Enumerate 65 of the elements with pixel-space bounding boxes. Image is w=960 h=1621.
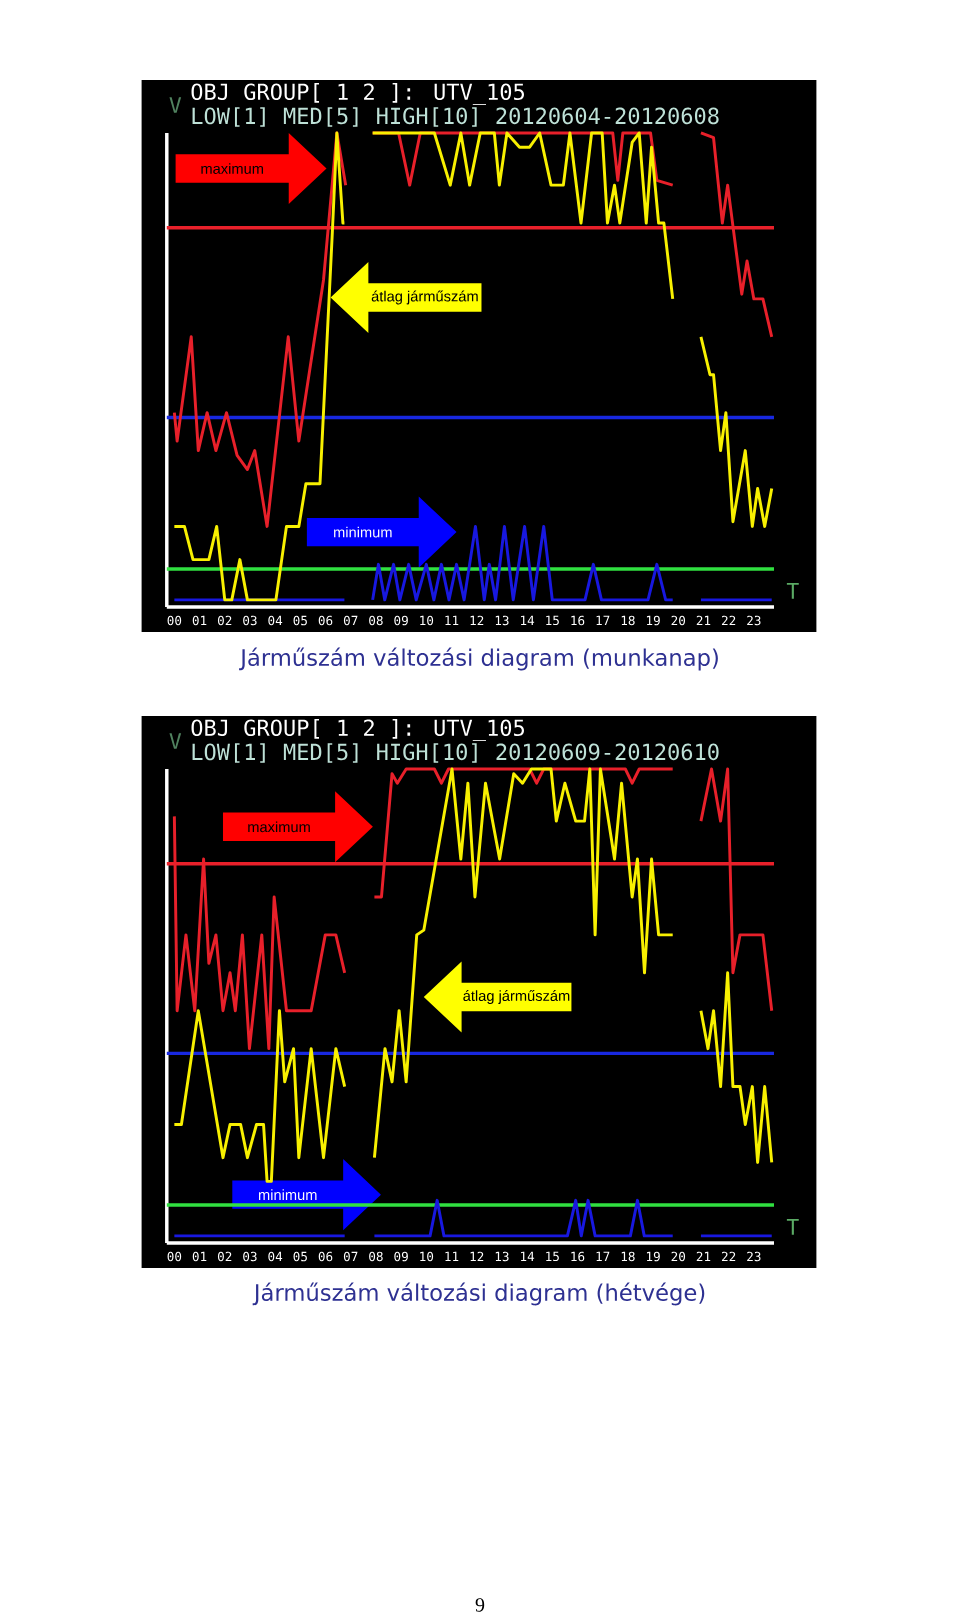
y-axis-title: V: [169, 97, 182, 113]
x-tick-label: 18: [621, 615, 635, 626]
chart-title: OBJ GROUP[ 1 2 ]: UTV_105: [191, 719, 524, 741]
x-tick-label: 02: [217, 615, 232, 626]
x-tick-label: 04: [268, 615, 283, 626]
x-tick-label: 02: [217, 1251, 232, 1262]
x-tick-label: 22: [721, 1251, 736, 1262]
x-tick-label: 21: [696, 615, 711, 626]
x-tick-label: 10: [420, 615, 434, 626]
annotation: átlag járműszám: [371, 290, 478, 305]
text: Járműszám változási diagram (munkanap): [239, 647, 718, 671]
annotation: átlag járműszám: [463, 990, 570, 1004]
x-tick-label: 16: [571, 1251, 585, 1262]
x-tick-label: 01: [192, 1251, 207, 1262]
chart-subtitle: LOW[1] MED[5] HIGH[10] 20120604-20120608: [192, 107, 719, 127]
x-tick-label: 12: [470, 1251, 484, 1262]
x-tick-label: 20: [671, 615, 686, 626]
x-tick-label: 06: [318, 1251, 333, 1262]
x-tick-label: 03: [243, 1251, 257, 1262]
x-tick-label: 21: [696, 1251, 711, 1262]
y-axis-title: V: [169, 733, 182, 749]
x-tick-label: 19: [646, 615, 660, 626]
text: Járműszám változási diagram (hétvége): [252, 1282, 705, 1306]
x-tick-label: 09: [394, 615, 408, 626]
x-tick-label: 04: [268, 1251, 283, 1262]
x-tick-label: 23: [747, 1251, 761, 1262]
x-tick-label: 14: [520, 1251, 535, 1261]
x-tick-label: 00: [167, 1251, 182, 1262]
chart-subtitle: LOW[1] MED[5] HIGH[10] 20120609-20120610: [192, 743, 719, 763]
x-tick-label: 16: [571, 615, 585, 626]
annotation: maximum: [248, 821, 310, 833]
annotation: minimum: [258, 1189, 317, 1201]
x-tick-label: 11: [445, 615, 459, 625]
x-tick-label: 23: [747, 615, 761, 626]
x-tick-label: 18: [621, 1251, 635, 1262]
text: 9: [475, 1598, 485, 1612]
x-tick-label: 20: [671, 1251, 686, 1262]
x-tick-label: 08: [369, 1251, 383, 1262]
x-tick-label: 01: [192, 615, 207, 626]
x-tick-label: 22: [721, 615, 736, 626]
x-tick-label: 03: [243, 615, 257, 626]
x-tick-label: 09: [394, 1251, 408, 1262]
x-tick-label: 13: [495, 1251, 509, 1262]
x-tick-label: 13: [495, 615, 509, 626]
annotation: minimum: [334, 526, 392, 538]
x-axis-title: T: [786, 583, 799, 599]
x-tick-label: 11: [445, 1251, 459, 1261]
x-tick-label: 19: [646, 1251, 660, 1262]
x-tick-label: 05: [293, 1251, 307, 1262]
x-tick-label: 17: [596, 615, 610, 625]
x-tick-label: 12: [470, 615, 484, 626]
x-axis-title: T: [786, 1219, 799, 1235]
x-tick-label: 07: [343, 615, 358, 626]
x-tick-label: 17: [596, 1251, 610, 1261]
x-tick-label: 07: [343, 1251, 358, 1262]
x-tick-label: 08: [369, 615, 383, 626]
x-tick-label: 15: [546, 615, 559, 626]
x-tick-label: 00: [167, 615, 182, 626]
x-tick-label: 05: [293, 615, 307, 626]
x-tick-label: 14: [520, 615, 535, 625]
annotation: maximum: [201, 163, 263, 174]
x-tick-label: 10: [420, 1251, 434, 1262]
x-tick-label: 15: [546, 1251, 559, 1262]
chart-title: OBJ GROUP[ 1 2 ]: UTV_105: [191, 83, 524, 105]
x-tick-label: 06: [318, 615, 333, 626]
